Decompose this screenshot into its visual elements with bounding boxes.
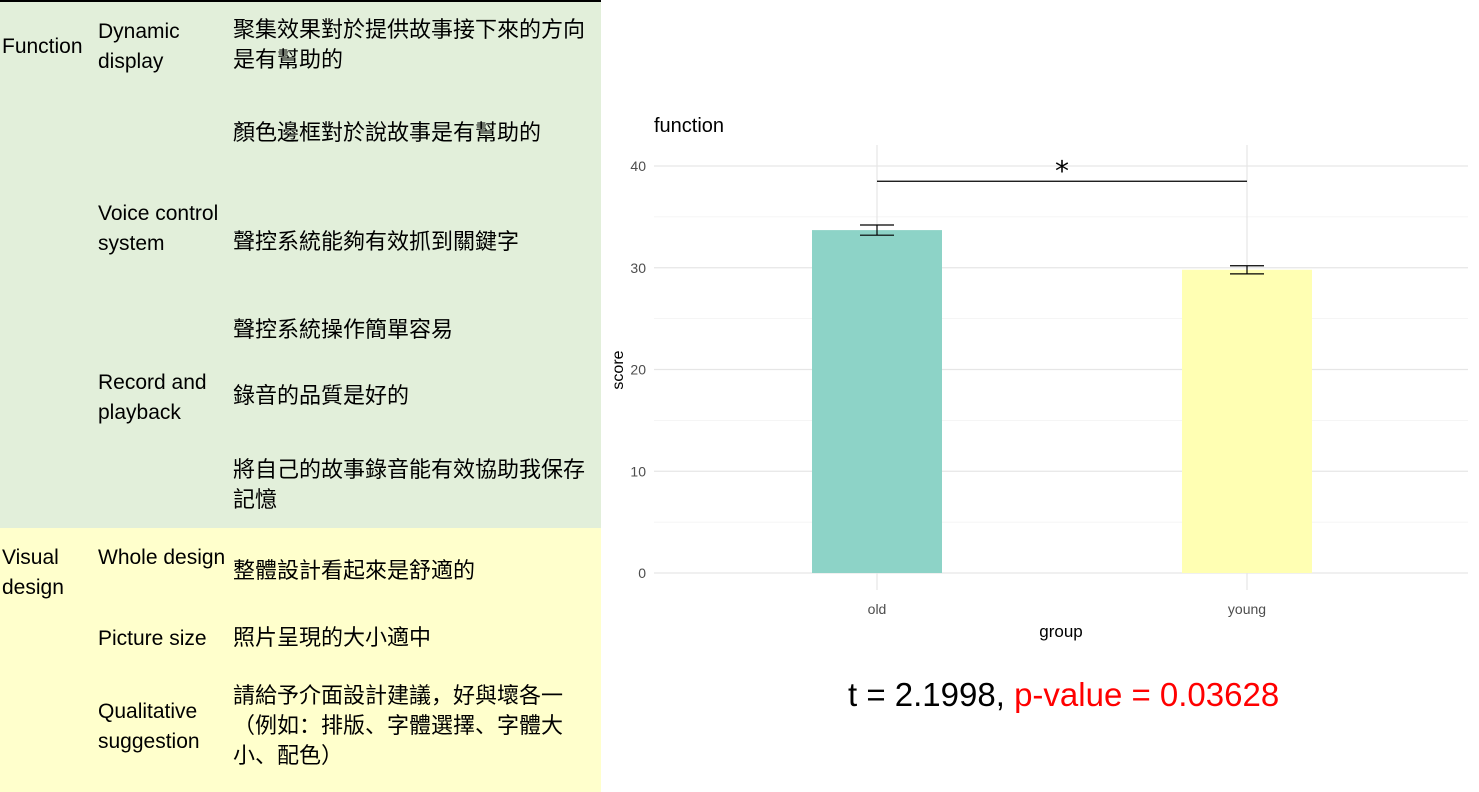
feature-record-playback: Record and playback xyxy=(98,371,207,424)
x-tick-label-old: old xyxy=(868,601,887,617)
visual-design-section xyxy=(0,528,601,792)
bar-chart: * 0 10 20 30 40 old young group score function xyxy=(610,115,1468,641)
y-tick-label: 10 xyxy=(630,463,646,479)
t-statistic: t = 2.1998, xyxy=(848,676,1015,713)
feature-dynamic-display: Dynamic display xyxy=(98,20,180,73)
x-axis-title: group xyxy=(1039,622,1082,641)
t-test-result: t = 2.1998, p-value = 0.03628 xyxy=(848,676,1279,714)
feature-whole-design: Whole design xyxy=(98,546,226,569)
item-voice-keywords: 聲控系統能夠有效抓到關鍵字 xyxy=(233,230,520,255)
significance-marker: * xyxy=(1055,154,1069,187)
y-tick-label: 40 xyxy=(630,158,646,174)
item-color-border: 顏色邊框對於說故事是有幫助的 xyxy=(233,121,542,146)
category-visual-design: Visual design xyxy=(2,546,64,599)
bar-old xyxy=(812,230,942,574)
feature-qualitative-suggestion: Qualitative suggestion xyxy=(98,700,200,753)
chart-area: * 0 10 20 30 40 old young group score function t =… xyxy=(601,0,1479,792)
y-tick-label: 20 xyxy=(630,362,646,378)
bar-young xyxy=(1182,269,1312,573)
feature-picture-size: Picture size xyxy=(98,627,207,650)
x-tick-label-young: young xyxy=(1228,601,1266,617)
p-value: p-value = 0.03628 xyxy=(1014,676,1280,713)
item-qualitative-suggestion: 請給予介面設計建議，好與壞各一（例如：排版、字體選擇、字體大小、配色） xyxy=(233,684,564,769)
chart-title: function xyxy=(654,115,724,137)
y-tick-label: 30 xyxy=(630,260,646,276)
item-record-memory: 將自己的故事錄音能有效協助我保存記憶 xyxy=(233,458,586,513)
item-focus-effect: 聚集效果對於提供故事接下來的方向是有幫助的 xyxy=(233,18,586,73)
item-whole-design: 整體設計看起來是舒適的 xyxy=(233,559,476,584)
y-tick-label: 0 xyxy=(638,565,646,581)
item-voice-easy: 聲控系統操作簡單容易 xyxy=(233,318,454,343)
feature-voice-control: Voice control system xyxy=(98,202,219,255)
category-function: Function xyxy=(2,35,83,58)
table-top-rule xyxy=(0,0,601,2)
survey-table: Function Dynamic display 聚集效果對於提供故事接下來的方… xyxy=(0,0,601,792)
item-picture-size: 照片呈現的大小適中 xyxy=(233,626,432,651)
y-axis-title: score xyxy=(610,350,627,389)
item-record-quality: 錄音的品質是好的 xyxy=(233,384,410,409)
function-section xyxy=(0,2,601,528)
